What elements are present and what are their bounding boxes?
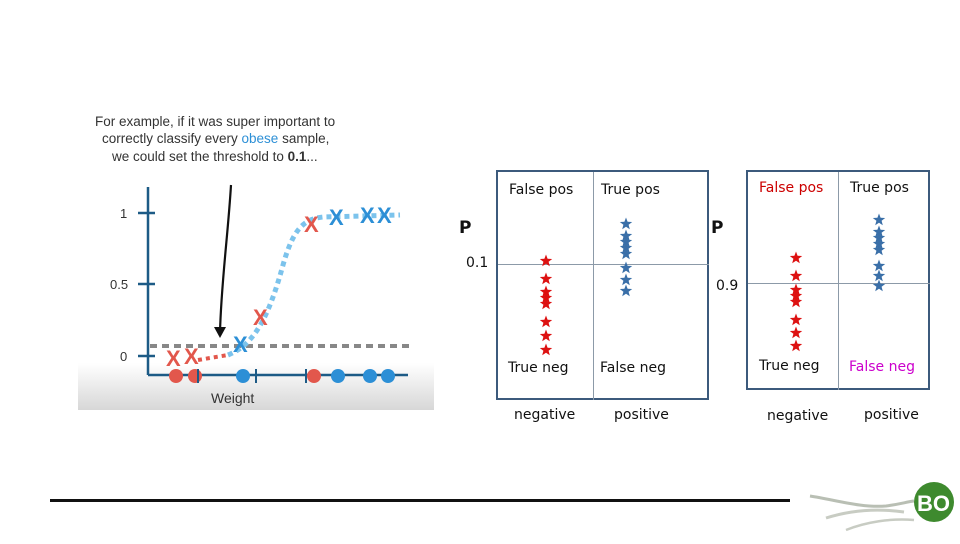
x-marker-blue-4: X [377, 203, 392, 228]
dot-blue-4 [381, 369, 395, 383]
star-left-positive-1 [619, 217, 633, 230]
dot-blue-2 [331, 369, 345, 383]
curve-blue [227, 212, 401, 358]
x-marker-red-4: X [304, 212, 319, 237]
y-tick-label-05: 0.5 [110, 277, 128, 292]
star-left-positive-4 [619, 241, 633, 254]
caption-line-3: we could set the threshold to 0.1... [111, 149, 318, 164]
caption-line-1: For example, if it was super important t… [95, 114, 335, 129]
dot-red-1 [169, 369, 183, 383]
star-right-negative-6 [789, 313, 803, 326]
logistic-regression-figure: For example, if it was super important t… [78, 105, 434, 410]
matrix-left-p-label: P [459, 218, 472, 238]
x-marker-blue-1: X [233, 332, 248, 357]
star-left-negative-2 [539, 272, 553, 285]
dot-blue-1 [236, 369, 250, 383]
star-left-negative-8 [539, 343, 553, 356]
star-left-negative-3 [539, 285, 553, 298]
matrix-left-true-pos: True pos [601, 182, 660, 198]
star-left-positive-2 [619, 229, 633, 242]
matrix-left-threshold: 0.1 [466, 255, 489, 271]
matrix-right-p-label: P [711, 218, 724, 238]
matrix-right-true-pos: True pos [850, 180, 909, 196]
matrix-right-threshold: 0.9 [716, 278, 739, 294]
curve-low-red [197, 353, 229, 362]
logo: BO [806, 478, 960, 540]
y-tick-label-1: 1 [120, 206, 127, 221]
star-right-positive-4 [872, 237, 886, 250]
dot-red-3 [307, 369, 321, 383]
matrix-left-divider-v [593, 172, 594, 400]
matrix-left-col-negative: negative [514, 407, 576, 423]
matrix-left-true-neg: True neg [508, 360, 569, 376]
x-markers: X X X X X X X X [166, 203, 392, 371]
matrix-right-divider-h [748, 283, 930, 284]
bottom-rule [50, 499, 790, 502]
matrix-left-col-positive: positive [614, 407, 669, 423]
dot-blue-3 [363, 369, 377, 383]
star-right-positive-5 [872, 243, 886, 256]
arrow-line [218, 184, 233, 334]
matrix-right-divider-v [838, 172, 839, 390]
star-right-negative-2 [789, 269, 803, 282]
x-marker-red-1: X [166, 346, 181, 371]
star-right-positive-1 [872, 213, 886, 226]
star-left-negative-1 [539, 254, 553, 267]
star-right-positive-7 [872, 269, 886, 282]
star-right-negative-1 [789, 251, 803, 264]
matrix-left-false-pos: False pos [509, 182, 574, 198]
star-left-positive-3 [619, 235, 633, 248]
star-right-positive-8 [872, 279, 886, 292]
star-left-negative-7 [539, 329, 553, 342]
star-right-negative-4 [789, 289, 803, 302]
matrix-left-false-neg: False neg [600, 360, 666, 376]
matrix-left-divider-h [498, 264, 709, 265]
star-right-positive-6 [872, 259, 886, 272]
star-right-negative-5 [789, 295, 803, 308]
star-left-positive-5 [619, 247, 633, 260]
caption-line-2: correctly classify every obese sample, [102, 131, 329, 146]
arrow-head [214, 327, 226, 338]
star-right-positive-3 [872, 231, 886, 244]
matrix-right-false-neg: False neg [849, 359, 915, 375]
star-right-negative-7 [789, 326, 803, 339]
matrix-right-col-positive: positive [864, 407, 919, 423]
x-marker-blue-3: X [360, 203, 375, 228]
star-right-negative-8 [789, 339, 803, 352]
matrix-left-box [496, 170, 709, 400]
axis-dots [169, 369, 395, 383]
star-left-positive-6 [619, 261, 633, 274]
star-right-negative-3 [789, 283, 803, 296]
x-marker-blue-2: X [329, 205, 344, 230]
star-left-positive-8 [619, 284, 633, 297]
matrix-right-true-neg: True neg [759, 358, 820, 374]
star-right-positive-2 [872, 225, 886, 238]
matrix-right-false-pos: False pos [759, 180, 824, 196]
matrix-right-col-negative: negative [767, 408, 829, 424]
x-marker-red-3: X [253, 305, 268, 330]
x-axis-label: Weight [211, 390, 254, 406]
star-left-positive-7 [619, 273, 633, 286]
logistic-plot: For example, if it was super important t… [78, 114, 434, 410]
star-left-negative-6 [539, 315, 553, 328]
x-marker-red-2: X [184, 344, 199, 369]
y-tick-label-0: 0 [120, 349, 127, 364]
logo-text: BO [917, 491, 950, 516]
star-left-negative-5 [539, 297, 553, 310]
logo-graphic: BO [809, 482, 954, 532]
star-left-negative-4 [539, 291, 553, 304]
